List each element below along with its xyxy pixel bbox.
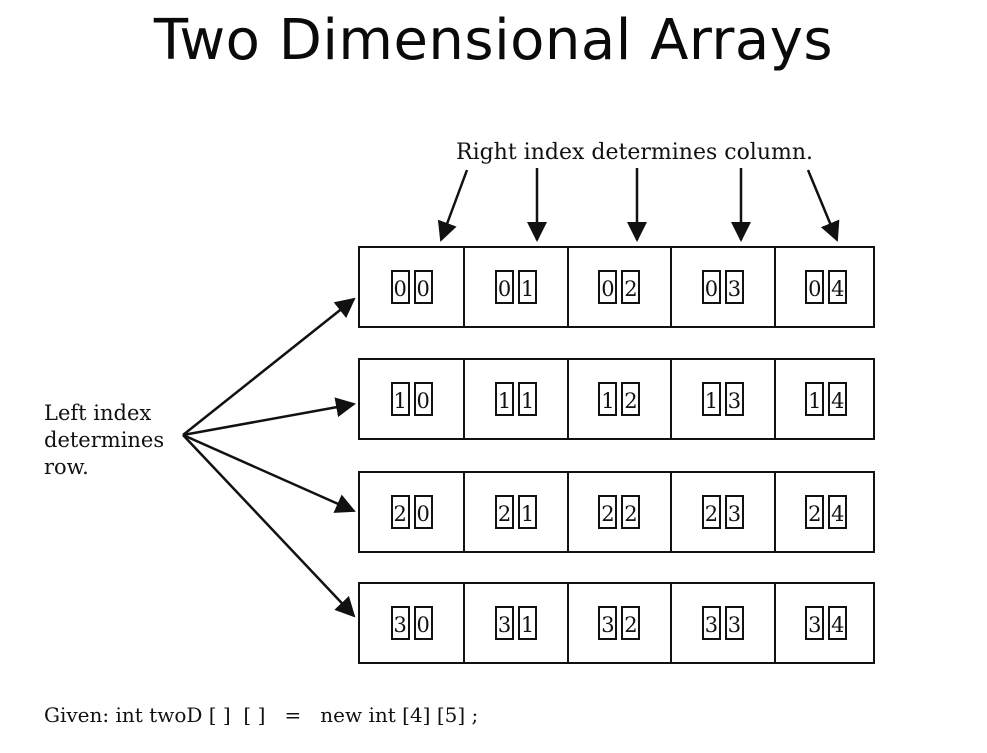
row-index-box: 3 (701, 606, 721, 640)
row-index-box: 2 (805, 495, 825, 529)
row-index-box: 0 (805, 270, 825, 304)
column-arrow-0 (437, 169, 469, 242)
column-index-box: 0 (413, 270, 433, 304)
column-index-caption: Right index determines column. (456, 140, 814, 165)
row-arrow-0 (182, 297, 356, 436)
row-index-box: 2 (390, 495, 410, 529)
row-arrow-3 (182, 434, 356, 618)
column-index-box: 2 (621, 382, 641, 416)
column-index-box: 3 (724, 495, 744, 529)
row-index-box: 1 (598, 382, 618, 416)
row-index-box: 0 (390, 270, 410, 304)
declaration-line: Given: int twoD [ ] [ ] = new int [4] [5… (44, 703, 479, 727)
column-index-box: 4 (828, 606, 848, 640)
row-index-box: 0 (598, 270, 618, 304)
row-index-box: 0 (701, 270, 721, 304)
row-index-box: 1 (805, 382, 825, 416)
column-index-box: 1 (518, 382, 538, 416)
row-index-box: 3 (390, 606, 410, 640)
row-index-box: 1 (495, 382, 515, 416)
column-index-box: 1 (518, 270, 538, 304)
row-caption-line-1: Left index (44, 401, 152, 425)
row-index-box: 2 (495, 495, 515, 529)
column-index-box: 2 (621, 495, 641, 529)
row-caption-line-2: determines (44, 428, 165, 452)
row-caption-line-3: row. (44, 455, 89, 479)
row-index-box: 1 (701, 382, 721, 416)
column-index-box: 1 (518, 606, 538, 640)
row-index-box: 2 (598, 495, 618, 529)
slide-title: Two Dimensional Arrays (153, 8, 834, 73)
row-index-box: 3 (495, 606, 515, 640)
row-arrow-1 (182, 397, 356, 437)
column-index-box: 3 (724, 606, 744, 640)
row-index-box: 3 (598, 606, 618, 640)
column-index-box: 4 (828, 270, 848, 304)
column-index-box: 4 (828, 495, 848, 529)
column-index-box: 3 (724, 270, 744, 304)
row-index-box: 3 (805, 606, 825, 640)
row-arrow-2 (182, 433, 356, 513)
row-index-box: 0 (495, 270, 515, 304)
row-index-caption: Left index determines row. (44, 400, 164, 481)
column-arrow-4 (806, 169, 840, 242)
column-index-box: 1 (518, 495, 538, 529)
column-index-box: 0 (413, 382, 433, 416)
column-index-box: 3 (724, 382, 744, 416)
column-index-box: 0 (413, 495, 433, 529)
column-index-box: 2 (621, 270, 641, 304)
column-index-box: 4 (828, 382, 848, 416)
row-index-box: 2 (701, 495, 721, 529)
row-index-box: 1 (390, 382, 410, 416)
column-index-box: 2 (621, 606, 641, 640)
column-index-box: 0 (413, 606, 433, 640)
